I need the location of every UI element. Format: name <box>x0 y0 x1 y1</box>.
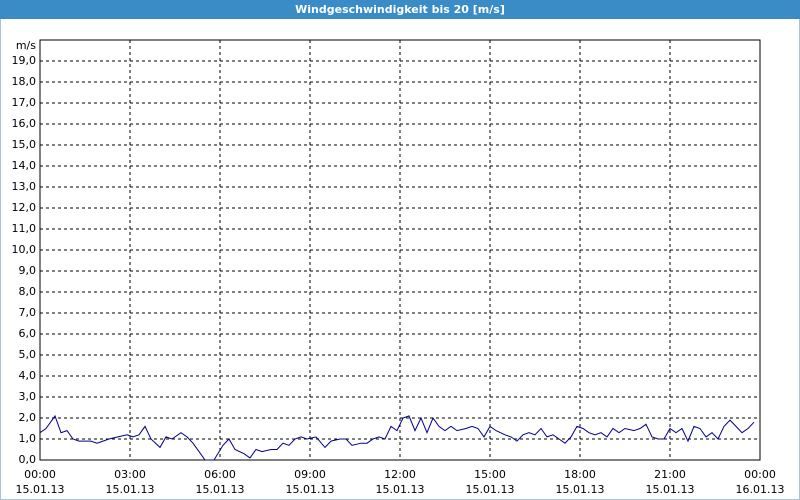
x-tick-date: 15.01.13 <box>466 483 515 496</box>
y-tick-label: 3,0 <box>19 390 37 403</box>
x-tick-label: 00:00 <box>744 468 776 481</box>
x-tick-label: 18:00 <box>564 468 596 481</box>
chart-title: Windgeschwindigkeit bis 20 [m/s] <box>295 3 505 16</box>
x-tick-label: 06:00 <box>204 468 236 481</box>
y-axis-label: m/s <box>16 39 36 52</box>
x-tick-label: 12:00 <box>384 468 416 481</box>
title-bar <box>0 0 800 19</box>
y-tick-label: 19,0 <box>12 54 37 67</box>
y-tick-label: 5,0 <box>19 348 37 361</box>
x-tick-date: 16.01.13 <box>736 483 785 496</box>
x-tick-label: 00:00 <box>24 468 56 481</box>
y-tick-label: 13,0 <box>12 180 37 193</box>
y-tick-label: 6,0 <box>19 327 37 340</box>
y-tick-label: 16,0 <box>12 117 37 130</box>
plot-frame <box>39 39 761 461</box>
data-line <box>39 414 755 461</box>
y-tick-label: 17,0 <box>12 96 37 109</box>
y-tick-label: 18,0 <box>12 75 37 88</box>
y-tick-label: 11,0 <box>12 222 37 235</box>
x-tick-date: 15.01.13 <box>196 483 245 496</box>
x-tick-date: 15.01.13 <box>16 483 65 496</box>
y-tick-label: 2,0 <box>19 411 37 424</box>
y-tick-label: 15,0 <box>12 138 37 151</box>
x-tick-label: 09:00 <box>294 468 326 481</box>
x-tick-label: 15:00 <box>474 468 506 481</box>
x-tick-date: 15.01.13 <box>106 483 155 496</box>
y-tick-label: 0,0 <box>19 453 37 466</box>
y-tick-label: 9,0 <box>19 264 37 277</box>
y-tick-label: 14,0 <box>12 159 37 172</box>
x-tick-date: 15.01.13 <box>376 483 425 496</box>
y-tick-label: 8,0 <box>19 285 37 298</box>
y-tick-label: 12,0 <box>12 201 37 214</box>
x-tick-date: 15.01.13 <box>286 483 335 496</box>
y-tick-label: 4,0 <box>19 369 37 382</box>
x-tick-label: 03:00 <box>114 468 146 481</box>
y-tick-label: 10,0 <box>12 243 37 256</box>
y-tick-label: 7,0 <box>19 306 37 319</box>
x-tick-date: 15.01.13 <box>646 483 695 496</box>
x-tick-date: 15.01.13 <box>556 483 605 496</box>
x-tick-label: 21:00 <box>654 468 686 481</box>
y-tick-label: 1,0 <box>19 432 37 445</box>
